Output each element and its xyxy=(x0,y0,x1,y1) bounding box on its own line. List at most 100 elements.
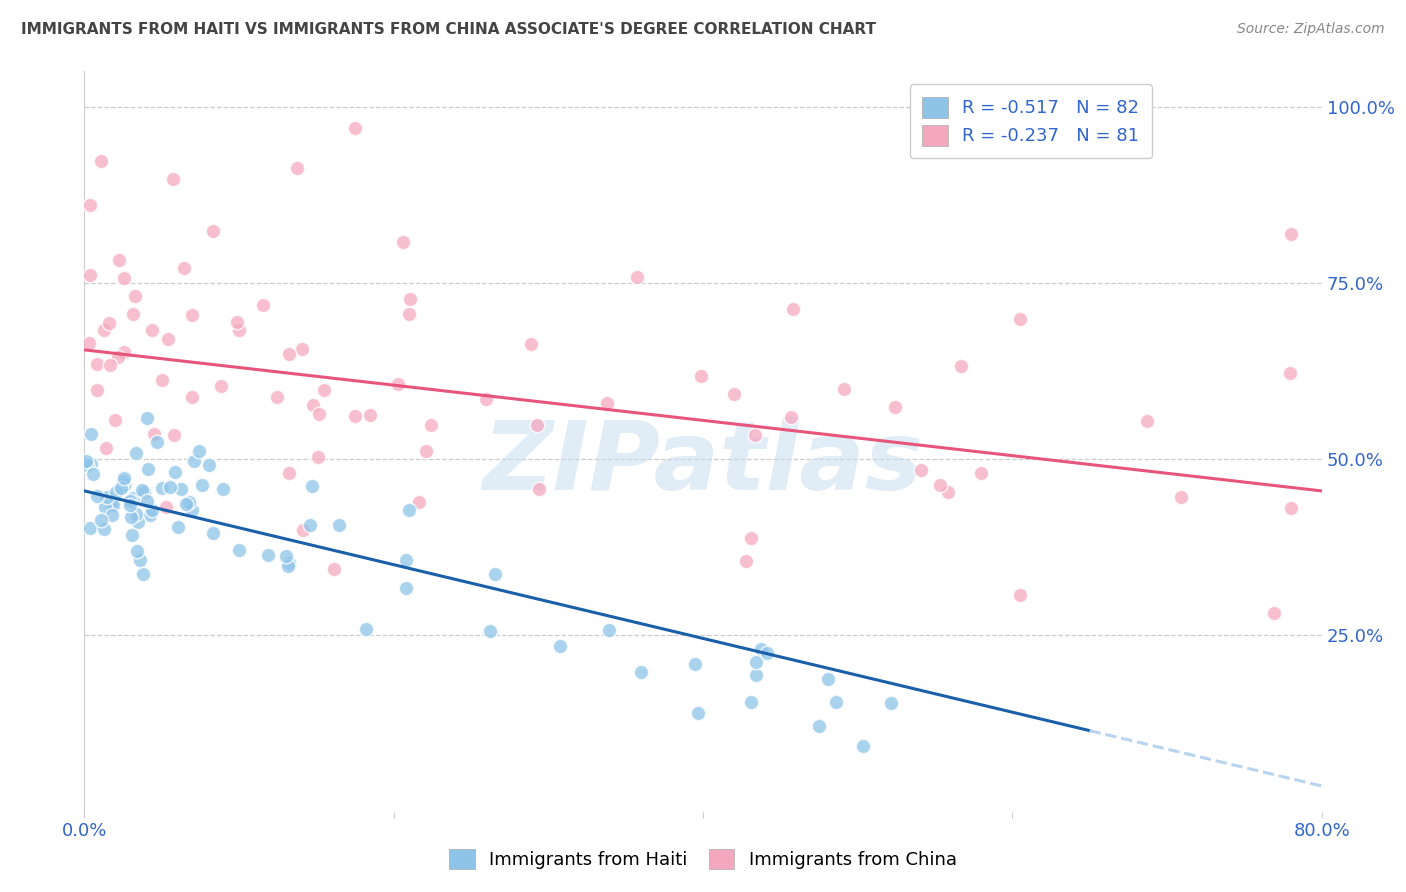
Point xyxy=(94,441,117,455)
Point xyxy=(756,646,779,660)
Point xyxy=(1263,606,1285,620)
Point xyxy=(136,411,159,425)
Point xyxy=(120,510,142,524)
Point xyxy=(415,444,437,458)
Point xyxy=(162,428,184,442)
Point xyxy=(910,463,932,477)
Point xyxy=(395,552,418,566)
Point xyxy=(155,500,177,514)
Point xyxy=(76,458,98,473)
Point xyxy=(112,271,135,285)
Point xyxy=(127,515,149,529)
Point xyxy=(740,695,762,709)
Point xyxy=(1278,366,1301,380)
Point xyxy=(387,376,409,391)
Point xyxy=(949,359,972,373)
Point xyxy=(226,315,249,329)
Point xyxy=(167,519,190,533)
Point xyxy=(159,480,181,494)
Point xyxy=(277,466,299,480)
Point xyxy=(112,478,135,492)
Point xyxy=(141,503,163,517)
Point xyxy=(86,489,108,503)
Point xyxy=(323,562,346,576)
Point xyxy=(110,481,132,495)
Point xyxy=(174,497,197,511)
Point xyxy=(141,323,163,337)
Point xyxy=(689,368,711,383)
Point xyxy=(82,467,104,481)
Point xyxy=(1279,227,1302,241)
Point xyxy=(124,446,146,460)
Point xyxy=(150,373,173,387)
Point xyxy=(228,323,250,337)
Legend: R = -0.517   N = 82, R = -0.237   N = 81: R = -0.517 N = 82, R = -0.237 N = 81 xyxy=(910,84,1152,158)
Point xyxy=(132,485,155,500)
Point xyxy=(77,335,100,350)
Point xyxy=(969,466,991,480)
Point xyxy=(183,454,205,468)
Point xyxy=(90,513,112,527)
Point xyxy=(104,413,127,427)
Point xyxy=(398,307,420,321)
Point xyxy=(101,508,124,523)
Point xyxy=(852,739,875,754)
Point xyxy=(139,508,162,522)
Point xyxy=(928,478,950,492)
Point xyxy=(630,665,652,679)
Point xyxy=(79,521,101,535)
Point xyxy=(90,153,112,168)
Point xyxy=(391,235,413,249)
Point xyxy=(1170,491,1192,505)
Point xyxy=(478,624,501,638)
Point xyxy=(277,558,299,573)
Point xyxy=(107,351,129,365)
Point xyxy=(121,528,143,542)
Point xyxy=(165,465,187,479)
Point xyxy=(103,499,125,513)
Point xyxy=(181,308,204,322)
Point xyxy=(744,427,766,442)
Point xyxy=(343,120,366,135)
Point xyxy=(105,485,128,500)
Text: IMMIGRANTS FROM HAITI VS IMMIGRANTS FROM CHINA ASSOCIATE'S DEGREE CORRELATION CH: IMMIGRANTS FROM HAITI VS IMMIGRANTS FROM… xyxy=(21,22,876,37)
Point xyxy=(118,493,141,508)
Point xyxy=(1136,414,1159,428)
Point xyxy=(683,657,706,671)
Point xyxy=(75,454,97,468)
Point xyxy=(209,379,232,393)
Point xyxy=(108,253,131,268)
Point xyxy=(128,553,150,567)
Point xyxy=(287,161,309,175)
Point xyxy=(97,316,120,330)
Point xyxy=(598,623,620,637)
Point xyxy=(274,549,297,563)
Point xyxy=(96,490,118,504)
Point xyxy=(1279,500,1302,515)
Point xyxy=(114,477,136,491)
Legend: Immigrants from Haiti, Immigrants from China: Immigrants from Haiti, Immigrants from C… xyxy=(440,839,966,879)
Point xyxy=(312,384,335,398)
Point xyxy=(520,336,543,351)
Point xyxy=(395,581,418,595)
Point xyxy=(79,198,101,212)
Point xyxy=(399,292,422,306)
Point xyxy=(398,503,420,517)
Point xyxy=(112,475,135,489)
Point xyxy=(834,382,856,396)
Point xyxy=(181,502,204,516)
Point xyxy=(136,493,159,508)
Point xyxy=(93,522,115,536)
Point xyxy=(745,668,768,682)
Point xyxy=(122,491,145,506)
Point xyxy=(278,346,301,360)
Point xyxy=(94,500,117,515)
Point xyxy=(782,301,804,316)
Point xyxy=(181,390,204,404)
Text: ZIPatlas: ZIPatlas xyxy=(482,417,924,510)
Point xyxy=(131,483,153,497)
Point xyxy=(157,332,180,346)
Point xyxy=(252,298,274,312)
Point xyxy=(475,392,498,406)
Point xyxy=(308,407,330,421)
